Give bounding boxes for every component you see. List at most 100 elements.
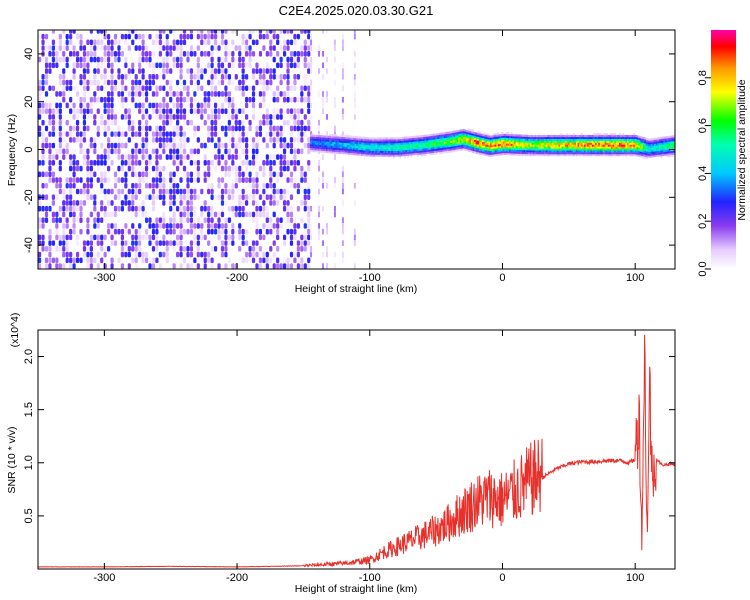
heatmap-cell (51, 39, 56, 46)
heatmap-cell (665, 145, 667, 149)
heatmap-cell (501, 141, 503, 144)
heatmap-cell (494, 142, 497, 145)
heatmap-cell (432, 148, 435, 152)
heatmap-cell (203, 234, 207, 241)
heatmap-cell (531, 148, 534, 151)
heatmap-cell (65, 148, 69, 155)
heatmap-cell (196, 263, 200, 269)
heatmap-cell (213, 114, 218, 120)
heatmap-cell (251, 30, 256, 34)
heatmap-cell (542, 152, 545, 155)
heatmap-cell (330, 135, 333, 139)
heatmap-cell (307, 51, 311, 57)
heatmap-cell (179, 51, 183, 57)
heatmap-cell (333, 131, 336, 137)
heatmap-cell (408, 143, 411, 147)
heatmap-cell (483, 138, 486, 141)
heatmap-cell (507, 132, 510, 135)
heatmap-cell (343, 144, 346, 147)
heatmap-cell (313, 138, 316, 141)
heatmap-cell (131, 257, 135, 264)
heatmap-cell (319, 135, 322, 138)
heatmap-y-axis-label: Frequency (Hz) (6, 114, 18, 186)
heatmap-cell (394, 146, 397, 150)
heatmap-cell (265, 182, 269, 189)
heatmap-cell (213, 194, 218, 201)
snr-frame (37, 329, 676, 570)
heatmap-cell (373, 148, 376, 151)
heatmap-cell (356, 145, 359, 148)
heatmap-cell (568, 138, 570, 141)
heatmap-cell (580, 140, 583, 143)
heatmap-cell (515, 143, 518, 147)
heatmap-cell (220, 33, 225, 40)
heatmap-cell (93, 137, 97, 143)
heatmap-cell (48, 154, 52, 160)
heatmap-cell (634, 142, 637, 145)
heatmap-cell (561, 152, 564, 155)
heatmap-cell (286, 45, 290, 51)
heatmap-cell (665, 141, 667, 145)
heatmap-cell (203, 108, 207, 114)
heatmap-cell (182, 114, 187, 120)
heatmap-cell (585, 150, 588, 153)
heatmap-cell (507, 147, 510, 150)
heatmap-cell (224, 223, 228, 229)
heatmap-cell (362, 148, 365, 151)
heatmap-cell (642, 154, 645, 157)
heatmap-cell (458, 137, 460, 140)
heatmap-cell (568, 134, 570, 138)
heatmap-cell (329, 135, 331, 139)
heatmap-cell (423, 150, 425, 153)
heatmap-cell (404, 140, 406, 143)
heatmap-cell (200, 68, 204, 74)
heatmap-cell (86, 228, 90, 235)
heatmap-cell (533, 148, 535, 151)
heatmap-cell (560, 150, 562, 153)
heatmap-cell (599, 152, 602, 155)
heatmap-cell (341, 134, 344, 138)
heatmap-cell (609, 134, 612, 138)
heatmap-cell (124, 96, 128, 103)
heatmap-cell (245, 211, 249, 218)
heatmap-cell (241, 200, 245, 206)
heatmap-cell (310, 102, 313, 109)
heatmap-cell (630, 138, 632, 141)
heatmap-cell (644, 137, 647, 140)
heatmap-cell (362, 153, 365, 157)
heatmap-cell (657, 144, 660, 148)
heatmap-cell (555, 142, 558, 145)
heatmap-cell (488, 154, 491, 157)
heatmap-cell (324, 148, 327, 152)
heatmap-cell (534, 134, 537, 138)
heatmap-cell (671, 152, 674, 155)
heatmap-cell (89, 142, 93, 149)
heatmap-cell (69, 251, 73, 258)
heatmap-cell (303, 263, 307, 269)
heatmap-cell (571, 134, 574, 138)
heatmap-cell (646, 143, 648, 146)
heatmap-cell (534, 138, 537, 141)
heatmap-cell (307, 85, 311, 92)
heatmap-cell (383, 141, 386, 144)
heatmap-cell (579, 134, 581, 138)
heatmap-cell (540, 148, 543, 151)
y-tick-label: 2.0 (23, 349, 35, 364)
heatmap-cell (612, 146, 615, 149)
heatmap-cell (321, 91, 324, 97)
heatmap-cell (585, 142, 588, 145)
heatmap-cell (325, 145, 328, 148)
heatmap-cell (345, 148, 347, 151)
heatmap-cell (310, 251, 313, 258)
heatmap-cell (529, 136, 532, 140)
heatmap-cell (172, 30, 176, 34)
heatmap-cell (41, 39, 45, 46)
heatmap-cell (490, 143, 492, 146)
heatmap-cell (44, 205, 49, 212)
heatmap-cell (200, 33, 204, 40)
heatmap-cell (566, 142, 569, 145)
heatmap-cell (617, 140, 620, 143)
heatmap-cell (454, 134, 457, 137)
heatmap-cell (434, 137, 437, 140)
heatmap-cell (356, 149, 359, 152)
